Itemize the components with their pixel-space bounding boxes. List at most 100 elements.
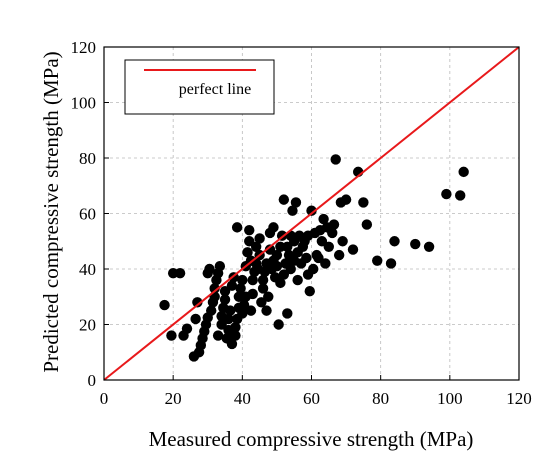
- y-tick-label: 20: [79, 316, 96, 335]
- y-tick-label: 100: [71, 94, 97, 113]
- data-point: [458, 166, 469, 178]
- data-point: [231, 222, 243, 233]
- data-point: [423, 241, 435, 252]
- x-tick-label: 40: [234, 389, 251, 408]
- data-points: [159, 154, 469, 362]
- data-point: [306, 205, 317, 216]
- x-tick-labels: 0 20 40 60 80 100 120: [100, 389, 532, 408]
- data-point: [268, 222, 279, 233]
- x-tick-label: 0: [100, 389, 109, 408]
- data-point: [389, 236, 400, 247]
- data-point: [301, 252, 312, 264]
- data-point: [174, 267, 186, 279]
- y-tick-label: 120: [71, 38, 97, 57]
- legend: perfect line: [124, 59, 275, 115]
- data-point: [323, 241, 334, 252]
- axis-ticks: [103, 46, 520, 381]
- x-tick-label: 100: [437, 389, 463, 408]
- data-point: [287, 205, 298, 216]
- y-tick-label: 40: [79, 260, 96, 279]
- data-point: [455, 190, 466, 201]
- y-tick-label: 80: [79, 149, 96, 168]
- data-point: [271, 249, 283, 261]
- data-point: [441, 188, 452, 200]
- perfect-line-series: [103, 46, 520, 381]
- data-point: [257, 283, 269, 294]
- x-tick-label: 60: [303, 389, 320, 408]
- data-point: [361, 219, 373, 230]
- data-point: [226, 338, 238, 350]
- data-point: [313, 252, 324, 264]
- data-point: [320, 258, 331, 269]
- data-point: [247, 274, 258, 286]
- data-point: [328, 219, 340, 230]
- data-point: [264, 244, 276, 255]
- data-point: [282, 241, 293, 252]
- x-tick-label: 80: [372, 389, 389, 408]
- data-point: [385, 258, 397, 269]
- data-point: [282, 308, 293, 319]
- data-point: [237, 274, 248, 286]
- data-point: [219, 294, 231, 305]
- x-axis-title: Measured compressive strength (MPa): [149, 427, 474, 451]
- data-point: [244, 224, 255, 236]
- y-tick-label: 0: [88, 371, 97, 390]
- data-point: [250, 241, 262, 252]
- data-point: [290, 197, 302, 208]
- data-point: [330, 154, 341, 165]
- data-point: [257, 274, 269, 286]
- data-point: [204, 263, 215, 275]
- data-point: [308, 263, 319, 275]
- data-point: [316, 236, 328, 247]
- data-point: [273, 319, 284, 330]
- data-point: [219, 286, 231, 297]
- data-point: [278, 269, 290, 280]
- data-point: [292, 274, 303, 286]
- data-point: [212, 330, 224, 341]
- data-point: [192, 297, 203, 308]
- data-point: [190, 313, 201, 325]
- x-tick-label: 120: [506, 389, 532, 408]
- data-point: [271, 261, 283, 272]
- data-point: [327, 227, 338, 239]
- data-point: [230, 330, 241, 341]
- data-point: [337, 236, 348, 247]
- data-point: [285, 263, 296, 275]
- legend-label-perfect-line: perfect line: [179, 81, 251, 98]
- data-point: [358, 197, 369, 208]
- data-point: [254, 233, 265, 244]
- data-point: [245, 305, 257, 316]
- data-point: [238, 299, 250, 311]
- data-point: [226, 280, 238, 291]
- data-point: [275, 277, 286, 289]
- data-point: [223, 313, 234, 325]
- data-point: [333, 249, 345, 261]
- data-point: [181, 323, 193, 334]
- data-point: [256, 297, 267, 308]
- y-axis-title: Predicted compressive strength (MPa): [39, 51, 63, 372]
- y-tick-labels: 0 20 40 60 80 100 120: [71, 38, 97, 390]
- data-point: [261, 305, 272, 316]
- data-point: [304, 286, 315, 297]
- data-point: [340, 194, 352, 205]
- data-point: [206, 305, 217, 316]
- y-tick-label: 60: [79, 205, 96, 224]
- data-point: [244, 236, 255, 247]
- data-point: [235, 283, 246, 294]
- data-point: [410, 238, 421, 250]
- data-point: [347, 244, 359, 255]
- data-point: [225, 305, 236, 316]
- data-point: [242, 247, 253, 258]
- data-point: [247, 288, 258, 300]
- data-point: [159, 299, 170, 311]
- data-point: [318, 213, 329, 225]
- data-point: [214, 261, 226, 272]
- data-point: [216, 319, 227, 330]
- data-point: [209, 283, 220, 294]
- data-point: [372, 255, 383, 266]
- data-point: [278, 194, 290, 205]
- x-tick-label: 20: [165, 389, 182, 408]
- data-point: [263, 291, 274, 302]
- data-point: [166, 330, 177, 341]
